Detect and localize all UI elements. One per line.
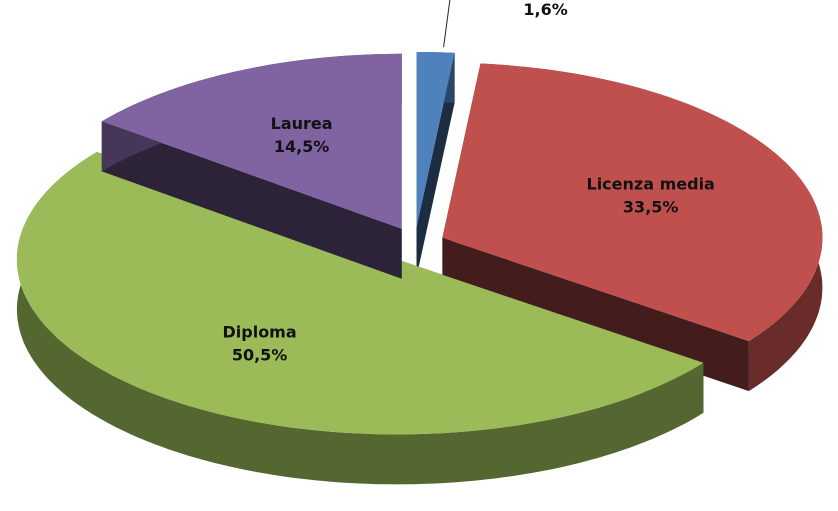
slice-value-label: 14,5% <box>274 137 330 156</box>
slice-top <box>416 52 455 227</box>
slice-top <box>101 53 402 229</box>
slice-label: Laurea <box>271 114 333 133</box>
slice <box>416 52 455 278</box>
leader-line <box>443 0 451 48</box>
slice-label: Licenza media <box>587 174 715 193</box>
slice <box>101 53 402 279</box>
slice-value-label: 33,5% <box>623 197 679 216</box>
slice-edge <box>101 121 402 279</box>
slice-value-label: 1,6% <box>523 0 567 19</box>
slice-value-label: 50,5% <box>232 346 288 365</box>
slice-top <box>442 63 823 342</box>
slice-top <box>16 152 704 435</box>
slice-label: Diploma <box>222 323 296 342</box>
slice-edge <box>416 52 455 278</box>
